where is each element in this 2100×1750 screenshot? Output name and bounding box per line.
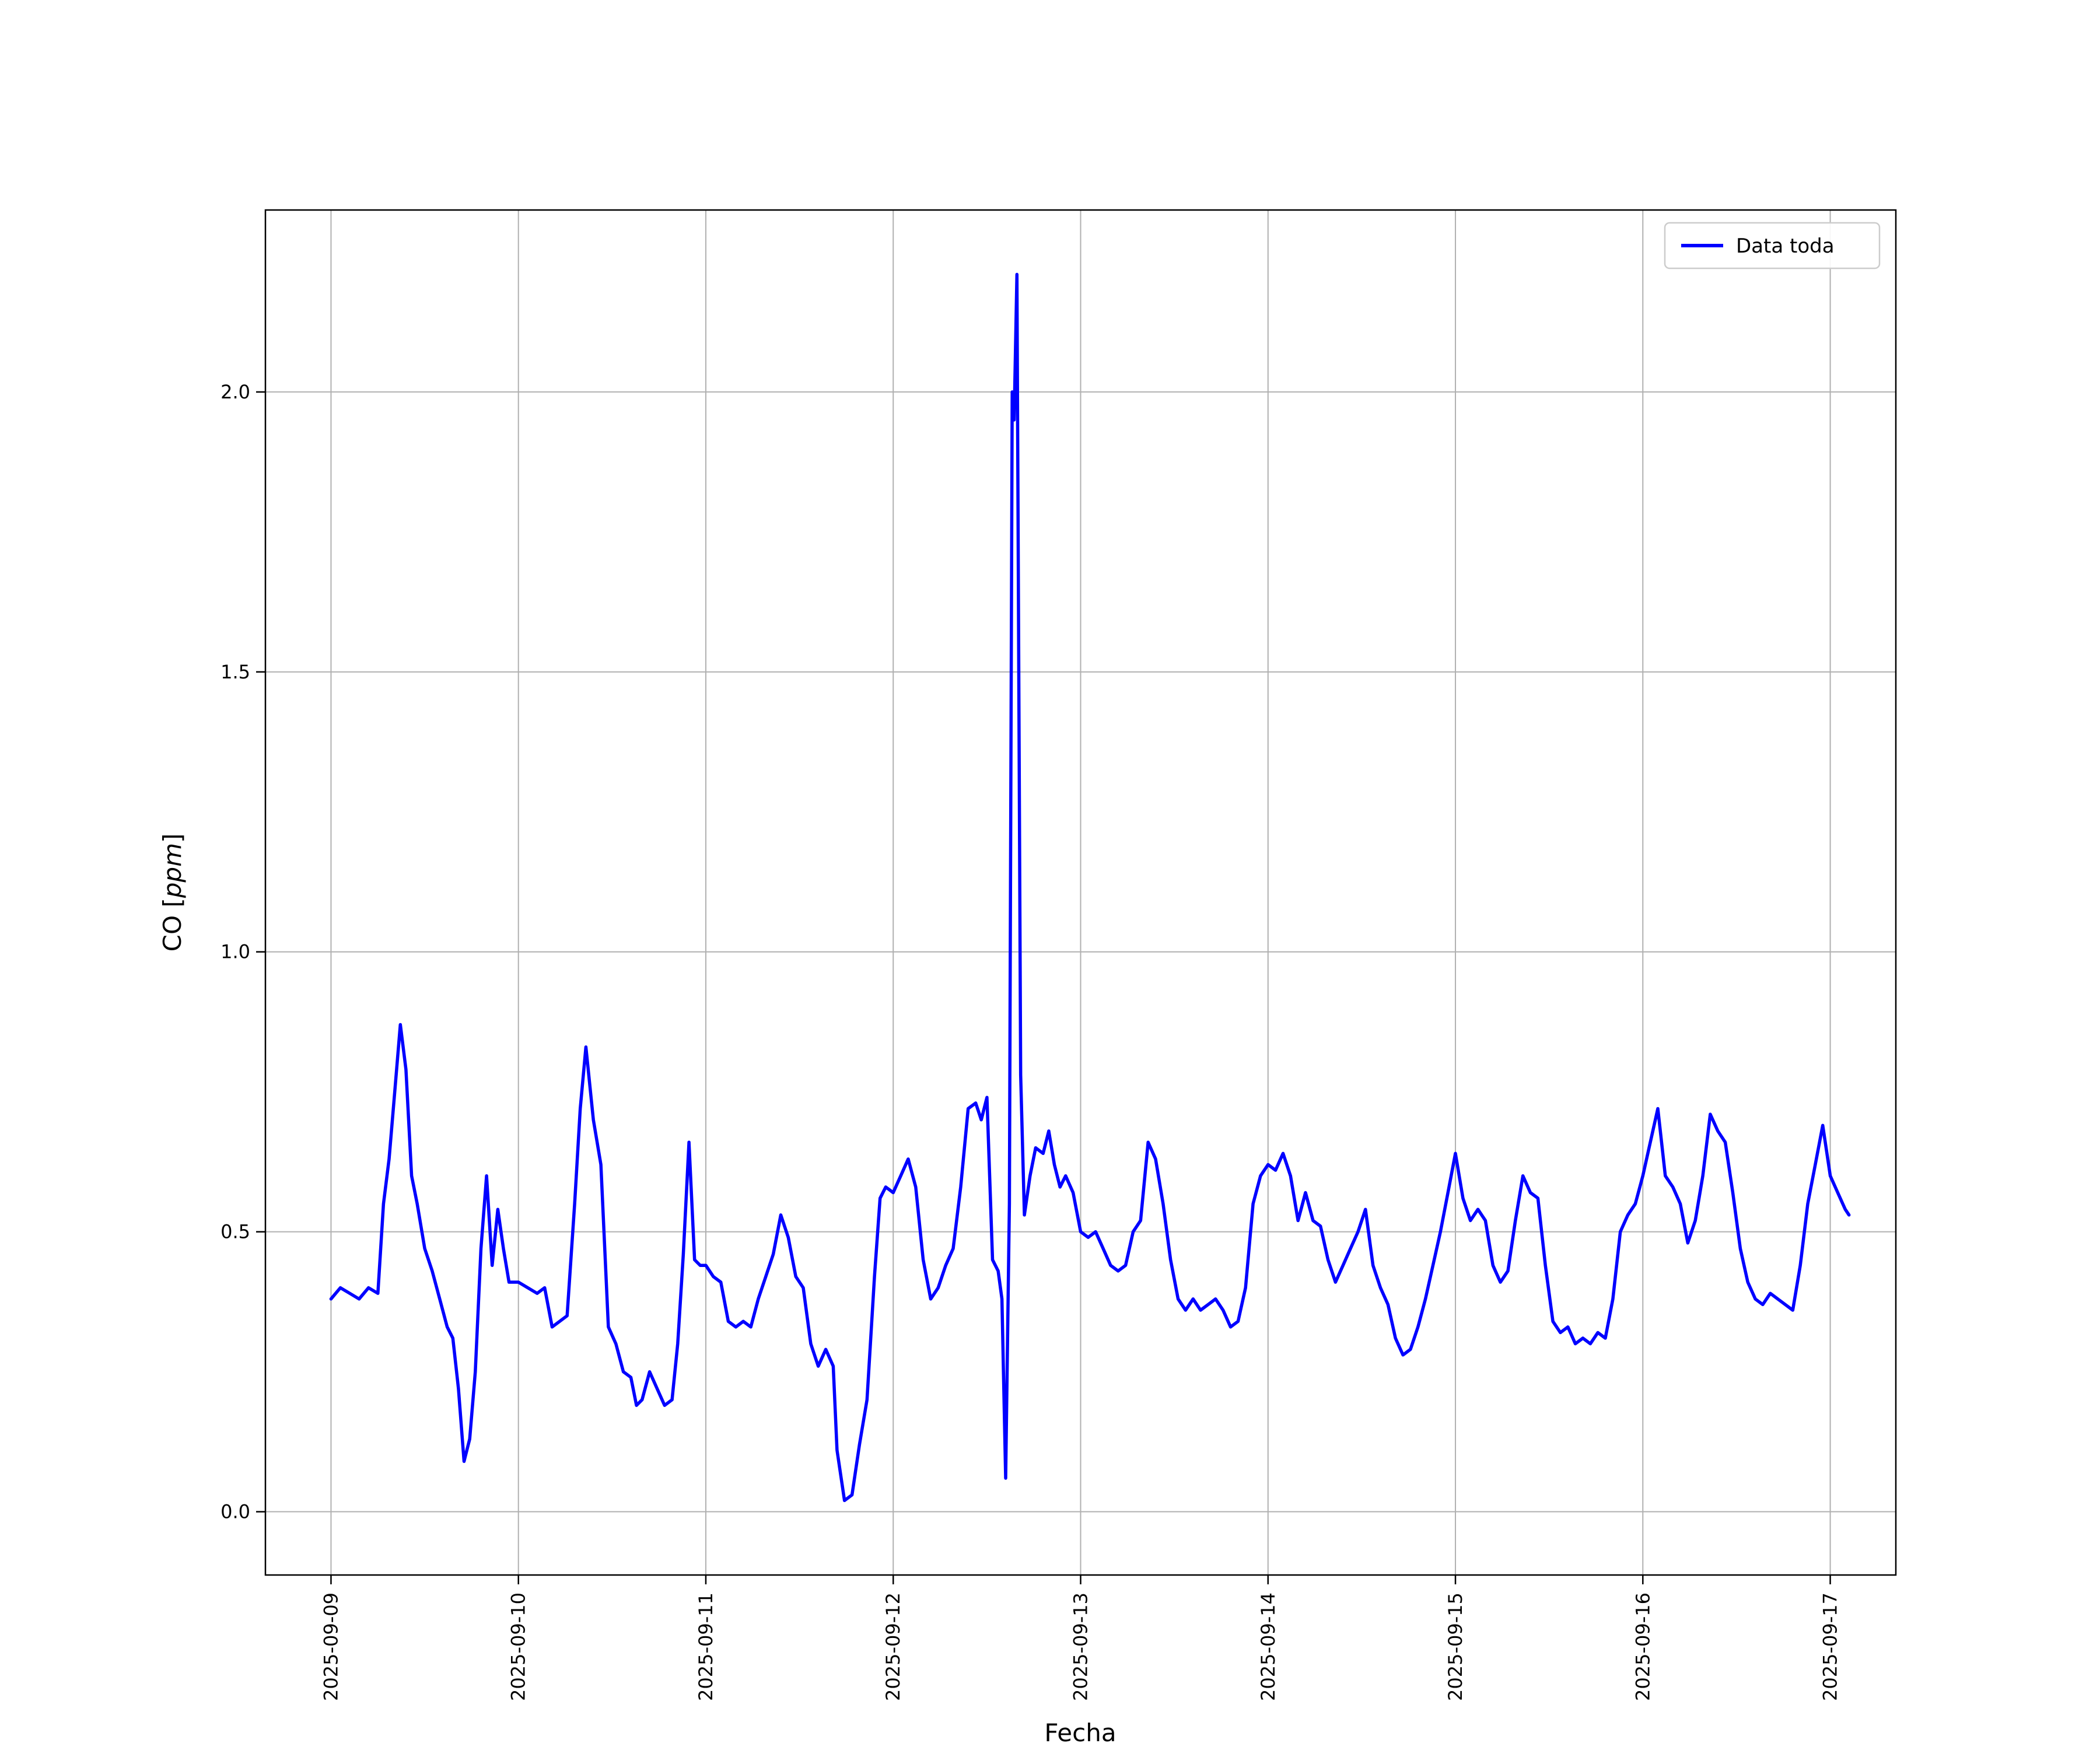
x-tick-label: 2025-09-13 [1070,1592,1092,1701]
x-tick-label: 2025-09-15 [1444,1592,1466,1701]
y-tick-label: 0.5 [220,1221,250,1243]
series-line-data-toda [329,272,1851,1503]
legend-frame [1664,222,1881,270]
y-tick-label: 0.0 [220,1501,250,1523]
series-layer [329,272,1851,1503]
y-tick-label: 1.5 [220,661,250,683]
tick-label-layer: 2025-09-09 2025-09-10 2025-09-11 2025-09-12… [220,381,1841,1701]
x-tick-label: 2025-09-11 [695,1592,717,1701]
x-tick-label: 2025-09-14 [1257,1592,1279,1701]
grid-layer [265,210,1896,1575]
y-axis-label: CO [ppm] [158,834,187,952]
x-tick-label: 2025-09-10 [508,1592,530,1701]
tick-layer [256,391,1831,1584]
x-tick-label: 2025-09-16 [1632,1592,1654,1701]
x-tick-label: 2025-09-09 [320,1592,342,1701]
x-axis-label: Fecha [1044,1718,1116,1747]
y-tick-label: 1.0 [220,941,250,963]
x-tick-label: 2025-09-17 [1819,1592,1842,1701]
x-tick-label: 2025-09-12 [882,1592,904,1701]
legend: Data toda [1664,222,1881,270]
legend-label: Data toda [1736,235,1835,258]
y-tick-label: 2.0 [220,381,250,403]
